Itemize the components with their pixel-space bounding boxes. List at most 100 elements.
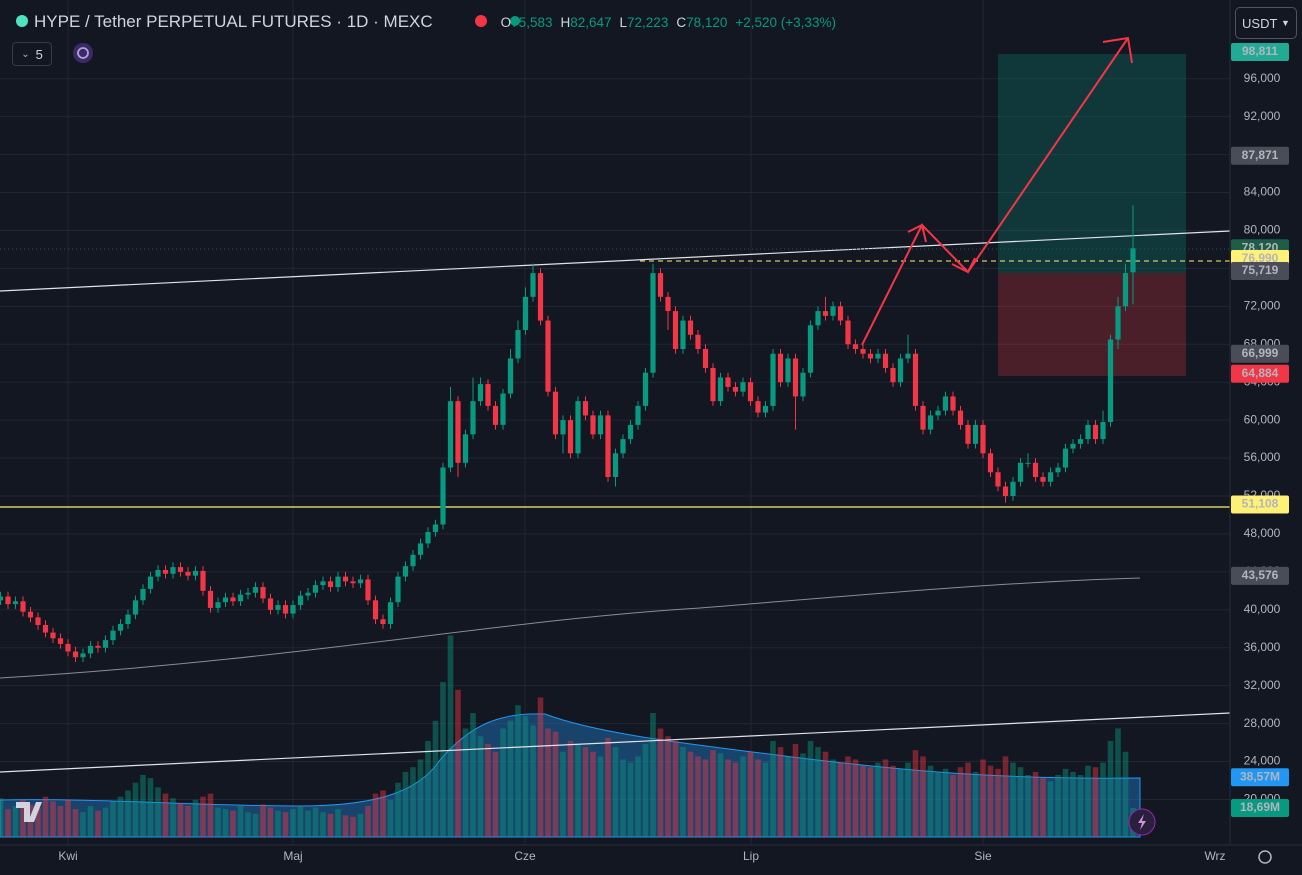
volume-bar <box>110 801 116 837</box>
moving-average <box>0 577 1141 679</box>
candle-body <box>1010 481 1016 496</box>
volume-bar <box>1040 778 1046 837</box>
candle-body <box>65 643 71 652</box>
candle-body <box>1085 424 1091 440</box>
volume-bar <box>1047 781 1054 837</box>
volume-bar <box>65 799 71 837</box>
candle-body <box>950 396 956 411</box>
candle-body <box>0 596 4 601</box>
candle-body <box>830 306 836 316</box>
flag-icon <box>475 15 487 27</box>
candle-body <box>57 638 64 644</box>
volume-bar <box>1055 775 1061 837</box>
candle-body <box>567 420 574 454</box>
volume-bar <box>57 806 64 837</box>
refresh-button[interactable] <box>73 43 93 63</box>
candle-body <box>665 296 671 312</box>
volume-bar <box>12 806 19 837</box>
trend-line <box>0 230 1230 292</box>
candle-body <box>470 401 476 435</box>
candle-body <box>305 592 311 596</box>
candle-body <box>717 377 724 402</box>
candle-body <box>515 330 521 359</box>
candle-body <box>650 273 656 373</box>
candle-body <box>140 588 146 601</box>
trend-line <box>0 712 1230 773</box>
candle-body <box>590 415 596 435</box>
status-dot <box>510 16 520 26</box>
candle-body <box>867 353 874 359</box>
volume-bar <box>215 807 221 837</box>
indicator-toggle[interactable]: ⌄ 5 <box>12 42 52 66</box>
volume-bar <box>252 813 259 837</box>
y-tick-label: 40,000 <box>1244 602 1281 616</box>
candle-body <box>575 401 581 454</box>
candle-body <box>312 585 319 593</box>
refresh-icon <box>77 47 89 59</box>
volume-bar <box>972 771 979 837</box>
y-tick-label: 80,000 <box>1244 223 1281 237</box>
settings-button[interactable] <box>1258 850 1272 864</box>
volume-bar <box>342 815 349 837</box>
candle-body <box>215 602 221 608</box>
y-tick-label: 96,000 <box>1244 71 1281 85</box>
volume-bar <box>260 804 266 837</box>
x-tick-label: Wrz <box>1204 849 1225 863</box>
volume-bar <box>792 744 799 837</box>
x-tick-label: Lip <box>743 849 759 863</box>
volume-bar <box>845 756 851 837</box>
candle-body <box>477 384 484 402</box>
volume-bar <box>635 756 641 837</box>
volume-bar <box>612 747 619 837</box>
volume-bar <box>1100 762 1106 837</box>
candle-body <box>1040 477 1046 482</box>
candle-body <box>770 353 776 406</box>
candle-body <box>680 320 686 350</box>
candle-body <box>672 311 679 350</box>
candle-body <box>905 353 911 359</box>
candle-body <box>492 405 499 425</box>
volume-bar <box>470 713 476 837</box>
volume-bar <box>725 759 731 837</box>
volume-bar <box>590 751 596 837</box>
y-tick-label: 28,000 <box>1244 716 1281 730</box>
volume-bar <box>995 768 1001 837</box>
volume-bar <box>1062 768 1069 837</box>
candle-body <box>5 596 11 605</box>
volume-bar <box>867 767 874 837</box>
candle-body <box>237 594 244 602</box>
candle-body <box>1130 248 1136 273</box>
candle-body <box>95 645 101 648</box>
volume-bar <box>552 731 559 837</box>
candle-body <box>740 382 746 392</box>
price-label-bg <box>1231 344 1289 363</box>
price-label: 51,108 <box>1242 497 1279 511</box>
candle-body <box>372 600 379 620</box>
candle-body <box>410 554 416 567</box>
candle-body <box>507 358 514 394</box>
currency-select[interactable]: USDT ▼ <box>1235 7 1297 39</box>
y-tick-label: 48,000 <box>1244 526 1281 540</box>
ohlc-key: H <box>560 14 571 30</box>
ohlc: O75,583 H82,647 L72,223 C78,120 +2,520 (+3,3… <box>501 15 836 30</box>
candle-body <box>455 401 461 463</box>
volume-bar <box>185 806 191 837</box>
axis: 20,00024,00028,00032,00036,00040,00044,0… <box>58 43 1289 863</box>
volume-bar <box>807 740 814 837</box>
symbol-title: HYPE / Tether PERPETUAL FUTURES · 1D · M… <box>34 12 433 31</box>
price-label: 76,990 <box>1242 251 1279 265</box>
candle-body <box>395 576 401 603</box>
candle-body <box>852 344 859 350</box>
candle-body <box>822 311 829 316</box>
candle-body <box>350 581 356 584</box>
candle-body <box>155 569 161 577</box>
candle-body <box>882 353 889 368</box>
candle-body <box>387 602 394 625</box>
volume-bar <box>20 799 26 837</box>
candle-body <box>545 320 551 392</box>
volume-bar <box>522 716 529 837</box>
candle-body <box>485 384 491 406</box>
candle-body <box>560 420 566 435</box>
volume-bar <box>785 756 791 837</box>
